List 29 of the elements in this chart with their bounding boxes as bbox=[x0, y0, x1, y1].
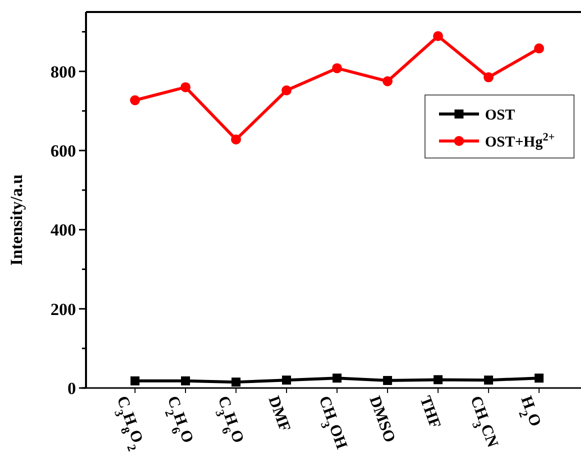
point bbox=[433, 31, 444, 42]
point bbox=[434, 375, 443, 384]
point bbox=[332, 63, 342, 74]
point bbox=[332, 374, 342, 383]
x-tick-label: DMF bbox=[264, 394, 294, 434]
point bbox=[282, 85, 292, 96]
point bbox=[484, 376, 494, 385]
legend-label: OST+Hg$^{2+}$ bbox=[485, 131, 555, 150]
point bbox=[534, 374, 544, 383]
x-tick-label: DMSO bbox=[366, 394, 398, 445]
point bbox=[282, 376, 292, 385]
point bbox=[130, 95, 140, 106]
point bbox=[231, 134, 242, 144]
point bbox=[130, 376, 140, 386]
y-axis-title: Intensity/a.u bbox=[7, 174, 26, 266]
y-tick-label: 800 bbox=[50, 62, 76, 82]
y-tick-label: 0 bbox=[68, 378, 76, 398]
point bbox=[383, 376, 392, 385]
point bbox=[484, 72, 494, 82]
x-tick-label: THF bbox=[416, 394, 444, 431]
point bbox=[382, 76, 393, 86]
y-tick-label: 400 bbox=[50, 220, 76, 240]
y-tick-label: 600 bbox=[50, 141, 76, 160]
point bbox=[232, 378, 241, 387]
point bbox=[180, 82, 191, 92]
y-tick-label: 200 bbox=[50, 300, 76, 319]
point bbox=[181, 376, 190, 386]
legend-label: OST bbox=[485, 107, 516, 124]
point bbox=[534, 43, 544, 54]
